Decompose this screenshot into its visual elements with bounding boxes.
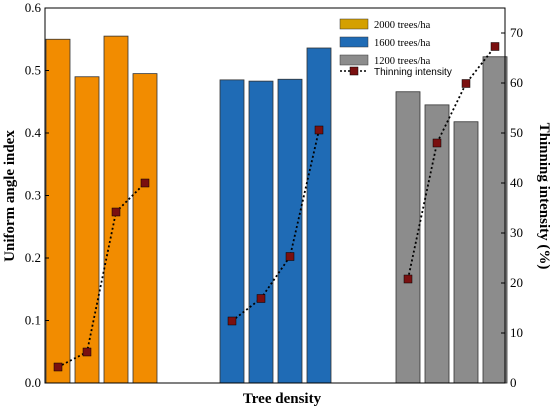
legend: 2000 trees/ha 1600 trees/ha 1200 trees/h… xyxy=(339,18,452,78)
thinning-point-2-3 xyxy=(285,252,295,261)
thinning-point-2-2 xyxy=(256,294,266,303)
legend-swatch-1200 xyxy=(339,54,369,66)
thinning-point-3-4 xyxy=(490,42,500,51)
y2-tick-label: 50 xyxy=(510,125,523,140)
legend-label-2000: 2000 trees/ha xyxy=(374,20,431,31)
legend-swatch-1600 xyxy=(339,36,369,48)
x-axis-title: Tree density xyxy=(243,391,322,407)
bar-1600-4 xyxy=(306,47,332,384)
bar-1200-2 xyxy=(424,104,450,384)
thinning-point-3-2 xyxy=(432,138,442,148)
legend-swatch-2000 xyxy=(339,18,369,30)
bar-1600-1 xyxy=(219,79,245,384)
bar-1600-3 xyxy=(277,78,303,384)
thinning-point-2-4 xyxy=(314,125,324,135)
y2-tick-label: 70 xyxy=(510,25,523,40)
thinning-line-group-1 xyxy=(57,182,146,368)
y2-tick-label: 0 xyxy=(510,375,517,390)
y-tick-label: 0.2 xyxy=(25,250,41,265)
thinning-point-3-3 xyxy=(461,79,471,88)
y2-tick-label: 20 xyxy=(510,275,523,290)
y-tick-label: 0.5 xyxy=(25,63,41,78)
bar-1200-3 xyxy=(453,121,479,384)
y-tick-label: 0.0 xyxy=(25,375,41,390)
y-tick-label: 0.4 xyxy=(25,125,42,140)
y-axis-ticks: 0.0 0.1 0.2 0.3 0.4 0.5 0.6 xyxy=(25,0,49,390)
y-tick-label: 0.6 xyxy=(25,0,42,15)
legend-label-1600: 1600 trees/ha xyxy=(374,38,431,49)
bar-2000-4 xyxy=(132,73,158,384)
y-tick-label: 0.1 xyxy=(25,313,41,328)
thinning-point-1-1 xyxy=(53,362,63,372)
y2-tick-label: 10 xyxy=(510,325,523,340)
y2-axis-ticks: 0 10 20 30 40 50 60 70 xyxy=(501,25,523,390)
bar-2000-2 xyxy=(74,76,100,384)
y-axis-title: Uniform angle index xyxy=(2,130,18,262)
bar-1600-2 xyxy=(248,80,274,384)
y2-axis-title: Thinning intensity (%) xyxy=(536,123,550,270)
thinning-point-2-1 xyxy=(227,316,237,326)
y2-tick-label: 30 xyxy=(510,225,523,240)
thinning-point-1-2 xyxy=(82,347,92,357)
thinning-point-1-4 xyxy=(140,178,150,188)
legend-label-thinning: Thinning intensity xyxy=(374,67,452,78)
bar-2000-1 xyxy=(45,38,71,384)
thinning-point-3-1 xyxy=(403,274,413,284)
y-tick-label: 0.3 xyxy=(25,188,41,203)
thinning-point-1-3 xyxy=(111,207,121,217)
legend-label-1200: 1200 trees/ha xyxy=(374,56,431,67)
bars-layer xyxy=(45,35,508,384)
bar-1200-4 xyxy=(482,56,508,384)
y2-tick-label: 60 xyxy=(510,75,523,90)
thinning-line-group-3 xyxy=(407,45,496,280)
thinning-line-group-2 xyxy=(231,129,320,322)
thinning-line-layer xyxy=(53,42,500,372)
y2-tick-label: 40 xyxy=(510,175,523,190)
legend-marker-thinning xyxy=(349,66,359,76)
